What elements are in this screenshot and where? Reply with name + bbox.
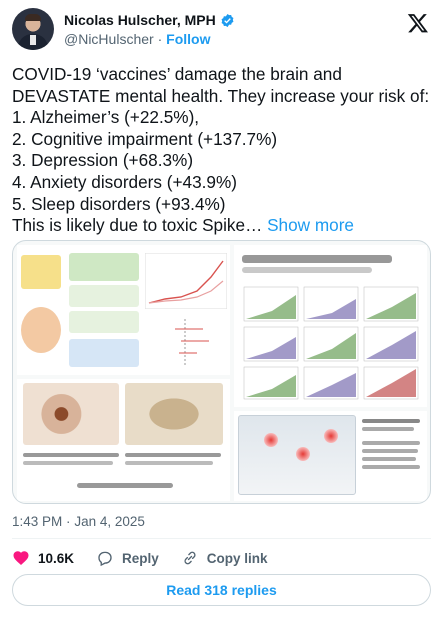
- tweet-text: COVID-19 ‘vaccines’ damage the brain and…: [12, 64, 432, 237]
- divider: [12, 538, 431, 539]
- media-text-bar-1: [362, 419, 420, 423]
- media-histology-left: [23, 383, 119, 445]
- media-panel-graphical-abstract: [17, 245, 230, 375]
- media-caption-bar-5: [77, 483, 173, 488]
- verified-badge-icon: [221, 13, 234, 27]
- media-caption-bar-2: [23, 461, 113, 465]
- media-schematic-frame: [238, 415, 356, 495]
- media-red-dot-2: [296, 447, 310, 461]
- avatar-hair: [25, 14, 41, 21]
- author-name[interactable]: Nicolas Hulscher, MPH: [64, 12, 216, 28]
- link-icon: [184, 551, 196, 565]
- like-button[interactable]: 10.6K: [12, 549, 74, 567]
- media-area-chart: [243, 286, 419, 400]
- copy-link-label: Copy link: [206, 550, 268, 566]
- media-text-bar-5: [362, 457, 416, 461]
- media-line-plot: [145, 253, 227, 309]
- media-caption-bar-3: [125, 453, 221, 457]
- media-forest-plot: [175, 319, 209, 367]
- media-title-bar: [242, 255, 392, 263]
- follow-button[interactable]: Follow: [166, 31, 211, 47]
- media-caption-bar-1: [23, 453, 119, 457]
- media-box-orange: [21, 307, 61, 353]
- media-red-dot-1: [264, 433, 278, 447]
- tweet-timestamp[interactable]: 1:43 PM · Jan 4, 2025: [12, 514, 145, 529]
- media-red-dot-3: [324, 429, 338, 443]
- action-bar: 10.6K Reply Copy link: [12, 546, 290, 570]
- tweet-time: 1:43 PM: [12, 514, 63, 529]
- media-subtitle-bar: [242, 267, 372, 273]
- reply-bubble-icon: [98, 551, 112, 567]
- media-text-bar-4: [362, 449, 418, 453]
- media-histology-right: [125, 383, 223, 445]
- media-box-blue: [69, 339, 139, 367]
- reply-label: Reply: [122, 550, 159, 566]
- heart-icon: [13, 551, 29, 565]
- avatar[interactable]: [12, 8, 54, 50]
- meta-separator: ·: [66, 514, 71, 529]
- handle-separator: ·: [157, 31, 163, 47]
- tweet-date: Jan 4, 2025: [74, 514, 145, 529]
- tweet-header: Nicolas Hulscher, MPH @NicHulscher · Fol…: [12, 8, 431, 52]
- media-box-green-2: [69, 285, 139, 307]
- media-text-bar-2: [362, 427, 414, 431]
- x-logo-icon[interactable]: [407, 12, 429, 34]
- read-replies-button[interactable]: Read 318 replies: [12, 574, 431, 606]
- media-panel-histology: [17, 379, 230, 501]
- author-handle[interactable]: @NicHulscher: [64, 31, 154, 47]
- media-text-bar-3: [362, 441, 420, 445]
- handle-row: @NicHulscher · Follow: [64, 31, 210, 47]
- tweet-body: COVID-19 ‘vaccines’ damage the brain and…: [12, 64, 430, 236]
- author-name-row: Nicolas Hulscher, MPH: [64, 12, 235, 28]
- media-panel-brain-schematic: [234, 411, 427, 501]
- media-box-green-3: [69, 311, 139, 333]
- tweet-media-image[interactable]: [12, 240, 431, 504]
- show-more-link[interactable]: Show more: [267, 215, 354, 236]
- reply-button[interactable]: Reply: [96, 549, 159, 567]
- media-panel-cohort-study: [234, 245, 427, 407]
- media-box-yellow: [21, 255, 61, 289]
- media-text-bar-6: [362, 465, 420, 469]
- media-caption-bar-4: [125, 461, 213, 465]
- copy-link-button[interactable]: Copy link: [181, 549, 268, 567]
- avatar-shirt: [30, 35, 36, 45]
- media-box-green-1: [69, 253, 139, 281]
- like-count: 10.6K: [38, 550, 75, 566]
